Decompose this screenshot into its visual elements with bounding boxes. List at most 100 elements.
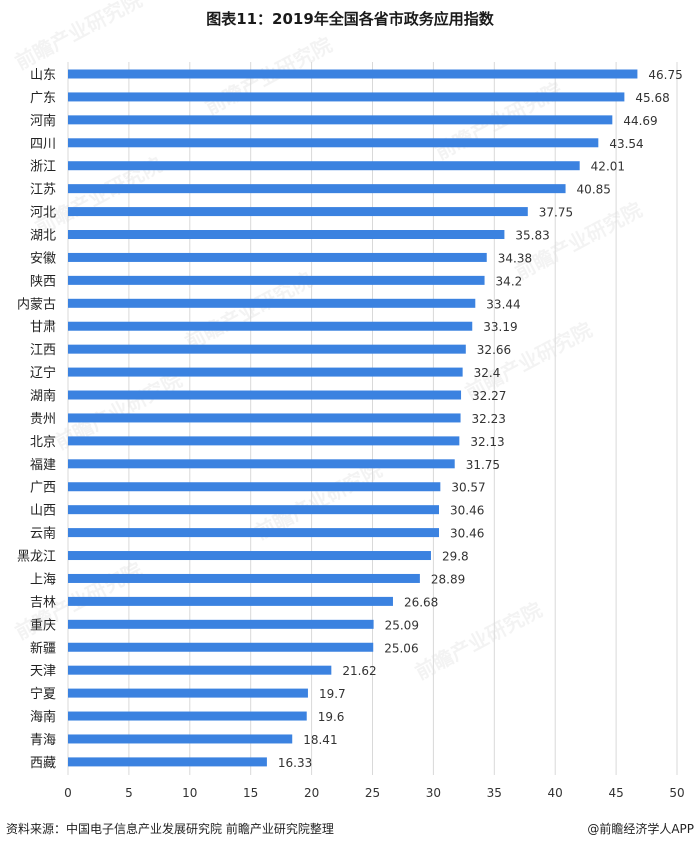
value-label: 21.62 [342, 664, 376, 678]
bar [68, 92, 625, 102]
bar [68, 230, 505, 240]
value-label: 19.7 [319, 687, 346, 701]
category-label: 江西 [30, 343, 56, 358]
category-label: 湖南 [30, 388, 56, 404]
category-label: 广东 [30, 91, 56, 106]
x-tick-label: 50 [669, 786, 684, 800]
category-label: 四川 [30, 137, 56, 152]
x-tick-label: 25 [365, 786, 380, 800]
watermark-text: 前瞻产业研究院 [411, 597, 546, 684]
value-label: 30.46 [450, 504, 484, 518]
value-label: 34.2 [496, 274, 523, 288]
x-tick-label: 20 [304, 786, 319, 800]
bar [68, 505, 440, 515]
chart-title: 图表11：2019年全国各省市政务应用指数 [206, 10, 494, 28]
labels: 0 5 10 15 20 25 30 35 40 45 50 山东 46.75 广东 45.68 河南 44.6… [17, 68, 685, 800]
category-label: 甘肃 [30, 320, 56, 335]
category-label: 上海 [30, 572, 56, 587]
category-label: 辽宁 [30, 365, 56, 381]
bar [68, 367, 463, 377]
bar [68, 161, 580, 171]
bar [68, 619, 374, 629]
value-label: 19.6 [318, 710, 345, 724]
bar [68, 734, 293, 744]
category-label: 浙江 [30, 160, 56, 175]
x-tick-label: 10 [182, 786, 197, 800]
bar [68, 298, 476, 308]
value-label: 46.75 [648, 68, 682, 82]
category-label: 安徽 [30, 251, 56, 266]
x-tick-label: 0 [64, 786, 72, 800]
category-label: 宁夏 [30, 686, 56, 702]
bar [68, 757, 267, 767]
category-label: 天津 [30, 664, 56, 679]
value-label: 42.01 [591, 160, 625, 174]
category-label: 黑龙江 [17, 550, 56, 565]
value-label: 31.75 [466, 458, 500, 472]
bar [68, 573, 420, 583]
value-label: 16.33 [278, 756, 312, 770]
bar [68, 275, 485, 285]
bar [68, 321, 473, 331]
category-label: 海南 [30, 709, 56, 725]
bar [68, 551, 431, 561]
category-label: 江苏 [30, 182, 56, 198]
value-label: 35.83 [515, 229, 549, 243]
category-label: 广西 [30, 481, 56, 496]
category-label: 山东 [30, 68, 56, 83]
bar [68, 252, 487, 262]
value-label: 32.13 [470, 435, 504, 449]
category-label: 青海 [30, 733, 56, 748]
bar [68, 665, 332, 675]
value-label: 32.66 [477, 343, 511, 357]
category-label: 河北 [30, 206, 56, 221]
bar [68, 711, 307, 721]
bar [68, 688, 308, 698]
bar [68, 344, 466, 354]
source-note: 资料来源：中国电子信息产业发展研究院 前瞻产业研究院整理 [6, 822, 334, 836]
category-label: 新疆 [30, 640, 56, 656]
x-tick-label: 5 [125, 786, 133, 800]
category-label: 河南 [30, 113, 56, 129]
bar [68, 138, 599, 148]
x-tick-label: 30 [426, 786, 441, 800]
category-label: 山西 [30, 504, 56, 519]
value-label: 33.44 [486, 297, 520, 311]
x-tick-label: 40 [548, 786, 563, 800]
value-label: 28.89 [431, 572, 465, 586]
category-label: 湖北 [30, 229, 56, 244]
value-label: 40.85 [577, 183, 611, 197]
category-label: 贵州 [30, 412, 56, 427]
value-label: 45.68 [635, 91, 669, 105]
bar [68, 459, 455, 469]
bar [68, 413, 461, 423]
value-label: 37.75 [539, 206, 573, 220]
value-label: 44.69 [623, 114, 657, 128]
bar [68, 69, 638, 79]
value-label: 30.57 [451, 481, 485, 495]
category-label: 内蒙古 [17, 296, 56, 312]
bar [68, 184, 566, 194]
value-label: 32.4 [474, 366, 501, 380]
value-label: 34.38 [498, 251, 532, 265]
value-label: 33.19 [483, 320, 517, 334]
bar [68, 528, 440, 538]
bar [68, 390, 462, 400]
x-tick-label: 35 [487, 786, 502, 800]
value-label: 29.8 [442, 550, 469, 564]
category-label: 西藏 [30, 756, 56, 771]
x-tick-label: 45 [608, 786, 623, 800]
bars [68, 69, 638, 767]
value-label: 30.46 [450, 527, 484, 541]
bar [68, 482, 441, 492]
category-label: 重庆 [30, 617, 56, 633]
category-label: 吉林 [30, 595, 56, 610]
value-label: 32.23 [472, 412, 506, 426]
category-label: 福建 [30, 458, 56, 473]
value-label: 26.68 [404, 595, 438, 609]
value-label: 25.06 [384, 641, 418, 655]
category-label: 云南 [30, 526, 56, 542]
bar [68, 115, 613, 125]
brand-credit: @前瞻经济学人APP [587, 822, 694, 836]
